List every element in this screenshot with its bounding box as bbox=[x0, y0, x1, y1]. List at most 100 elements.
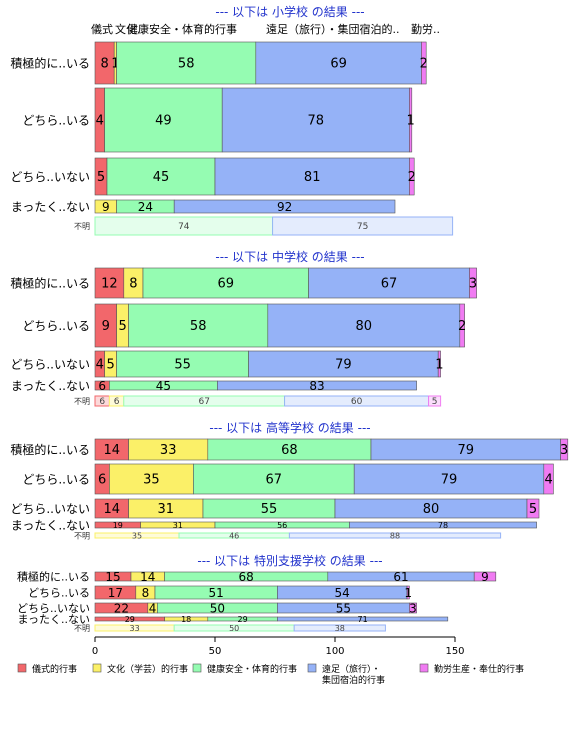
data-label: 4 bbox=[149, 601, 157, 615]
category-label: どちら..いない bbox=[10, 357, 90, 371]
panel-title: --- 以下は 中学校 の結果 --- bbox=[215, 249, 364, 264]
data-label: 1 bbox=[435, 358, 443, 373]
data-label: 69 bbox=[330, 57, 347, 72]
data-label: 80 bbox=[423, 502, 440, 517]
data-label: 31 bbox=[158, 502, 175, 517]
data-label: 6 bbox=[98, 473, 106, 488]
data-label: 8 bbox=[100, 57, 108, 72]
data-label: 79 bbox=[458, 443, 475, 458]
data-label: 15 bbox=[105, 570, 120, 584]
data-label: 68 bbox=[239, 570, 254, 584]
x-tick-label: 0 bbox=[92, 646, 98, 657]
bar-segment bbox=[255, 41, 422, 85]
data-label: 88 bbox=[390, 531, 400, 540]
bar-segment bbox=[409, 157, 415, 196]
data-label: 5 bbox=[118, 319, 126, 334]
data-label: 3 bbox=[560, 443, 568, 458]
bar-segment bbox=[217, 380, 417, 391]
panel: --- 以下は 高等学校 の結果 --- 積極的に..いる 14 33 68 79 3 どちら… bbox=[10, 420, 568, 540]
bar-segment bbox=[406, 585, 410, 600]
data-label: 45 bbox=[156, 379, 171, 393]
category-label: まったく..ない bbox=[11, 200, 90, 214]
data-label: 5 bbox=[106, 358, 114, 373]
bar-segment bbox=[560, 438, 569, 461]
bar-segment-fill bbox=[95, 533, 179, 538]
category-label: どちら..いない bbox=[10, 170, 90, 184]
data-label: 80 bbox=[356, 319, 373, 334]
legend: 儀式的行事 文化（学芸）的行事 健康安全・体育的行事 遠足（旅行）・集団宿泊的行事 勤労… bbox=[17, 663, 524, 686]
column-header: 儀式 bbox=[91, 22, 113, 36]
data-label: 1 bbox=[404, 586, 412, 600]
data-label: 1 bbox=[111, 57, 119, 72]
data-label: 24 bbox=[138, 200, 153, 214]
data-label: 9 bbox=[102, 319, 110, 334]
column-header: 勤労.. bbox=[411, 22, 440, 36]
category-label: 積極的に..いる bbox=[10, 55, 90, 70]
category-label: 不明 bbox=[74, 624, 90, 633]
data-label: 75 bbox=[357, 222, 368, 232]
data-label: 9 bbox=[481, 570, 489, 584]
bar-segment bbox=[293, 624, 386, 632]
data-label: 14 bbox=[104, 502, 121, 517]
data-label: 4 bbox=[96, 114, 104, 129]
bar-segment-fill bbox=[179, 533, 289, 538]
bar-segment bbox=[109, 463, 194, 495]
x-axis: 0 50 100 150 bbox=[92, 636, 465, 657]
data-label: 19 bbox=[113, 521, 123, 530]
data-label: 29 bbox=[238, 615, 248, 624]
legend-swatch bbox=[192, 663, 202, 673]
data-label: 50 bbox=[210, 601, 225, 615]
category-label: まったく..ない bbox=[11, 379, 90, 393]
bar-segment bbox=[349, 521, 537, 529]
data-label: 68 bbox=[281, 443, 298, 458]
data-label: 14 bbox=[104, 443, 121, 458]
data-label: 3 bbox=[469, 277, 477, 292]
bar-segment bbox=[459, 303, 465, 348]
data-label: 6 bbox=[98, 379, 106, 393]
legend-swatch bbox=[17, 663, 27, 673]
category-label: どちら..いる bbox=[22, 113, 90, 127]
panel-title: --- 以下は 高等学校 の結果 --- bbox=[209, 420, 370, 435]
data-label: 6 bbox=[99, 397, 105, 407]
column-header: 遠足（旅行）・集団宿泊的.. bbox=[266, 22, 400, 36]
bar-segment-fill bbox=[273, 217, 453, 235]
data-label: 67 bbox=[381, 277, 398, 292]
category-label: どちら..いる bbox=[28, 586, 90, 599]
bar-segment bbox=[104, 87, 223, 153]
data-label: 55 bbox=[336, 601, 351, 615]
data-label: 5 bbox=[529, 502, 537, 517]
data-label: 14 bbox=[140, 570, 155, 584]
category-label: 不明 bbox=[74, 397, 90, 406]
bar-segment bbox=[277, 616, 449, 622]
data-label: 49 bbox=[155, 114, 172, 129]
data-label: 67 bbox=[198, 397, 209, 407]
legend-label: 集団宿泊的行事 bbox=[322, 674, 385, 686]
category-label: どちら..いない bbox=[10, 502, 90, 516]
data-label: 8 bbox=[142, 586, 150, 600]
data-label: 18 bbox=[181, 615, 191, 624]
bar-segment bbox=[173, 199, 396, 214]
data-label: 79 bbox=[441, 473, 458, 488]
data-label: 56 bbox=[277, 521, 287, 530]
bar-segment bbox=[409, 602, 417, 614]
bar-segment bbox=[214, 157, 410, 196]
bar-segment bbox=[142, 267, 309, 299]
data-label: 1 bbox=[406, 114, 414, 129]
bar-segment-fill bbox=[174, 625, 294, 631]
column-header: 文化.. bbox=[115, 22, 144, 36]
category-label: どちら..いる bbox=[22, 319, 90, 333]
panel-title: --- 以下は 特別支援学校 の結果 --- bbox=[197, 553, 382, 568]
data-label: 61 bbox=[393, 570, 408, 584]
category-label: どちら..いる bbox=[22, 472, 90, 486]
data-label: 2 bbox=[420, 57, 428, 72]
data-label: 2 bbox=[458, 319, 466, 334]
panel-title: --- 以下は 小学校 の結果 --- bbox=[215, 4, 364, 19]
bar-segment-fill bbox=[109, 396, 124, 406]
bar-segment-fill bbox=[289, 533, 501, 538]
data-label: 83 bbox=[309, 379, 324, 393]
panel: --- 以下は 中学校 の結果 ---積極的に..いる 12 8 69 67 3どちら..… bbox=[10, 249, 477, 407]
bar-segment-fill bbox=[95, 396, 109, 406]
data-label: 46 bbox=[229, 531, 239, 540]
bar-segment bbox=[421, 41, 427, 85]
